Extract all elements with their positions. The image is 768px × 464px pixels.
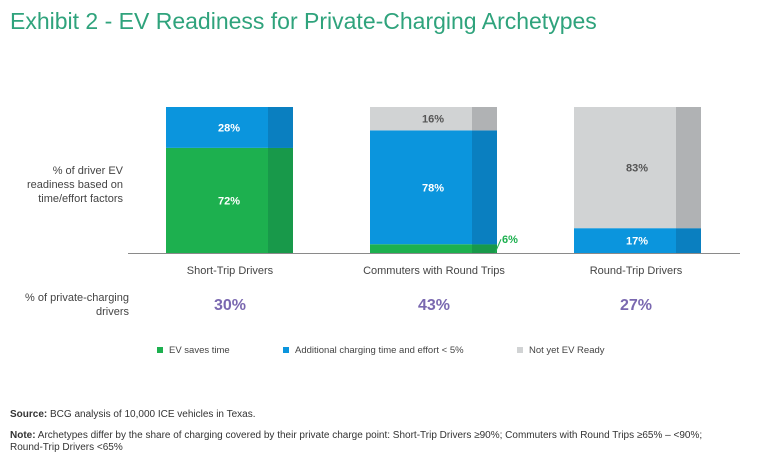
bar-segment-shade (268, 107, 293, 148)
legend-item-ev-saves-time: EV saves time (157, 345, 230, 356)
data-label-leader-line (494, 239, 502, 254)
private-charging-label: % of private-charging drivers (25, 292, 129, 318)
footnote: Note: Archetypes differ by the share of … (10, 430, 710, 454)
bar-segment-commuters-ev-saves-time (370, 244, 497, 253)
legend-label: Additional charging time and effort < 5% (295, 345, 464, 356)
legend-label: Not yet EV Ready (529, 345, 605, 356)
data-label-commuters-not-ev-ready: 16% (422, 114, 444, 126)
data-label-short-trip-ev-saves-time: 72% (218, 195, 240, 207)
bar-segment-shade (268, 147, 293, 253)
legend-swatch-gray (517, 347, 523, 353)
data-label-round-trip-not-ev-ready: 83% (626, 163, 648, 175)
category-label-commuters: Commuters with Round Trips (363, 265, 505, 277)
legend-label: EV saves time (169, 345, 230, 356)
bar-segment-shade (472, 244, 497, 253)
private-charging-value-round-trip: 27% (619, 297, 653, 314)
bar-segment-commuters-not-ev-ready (370, 107, 497, 131)
data-label-commuters-additional-charging: 78% (422, 182, 444, 194)
y-axis-label: % of driver EV readiness based on time/e… (26, 165, 123, 205)
legend-item-not-ev-ready: Not yet EV Ready (517, 345, 605, 356)
source-note: Source: BCG analysis of 10,000 ICE vehic… (10, 409, 256, 421)
note-label: Note: (10, 430, 36, 441)
legend-item-additional-charging: Additional charging time and effort < 5% (283, 345, 464, 356)
bar-segment-shade (676, 107, 701, 229)
source-label: Source: (10, 409, 48, 420)
bar-segment-shade (676, 228, 701, 253)
bar-segment-shade (472, 107, 497, 131)
source-text: BCG analysis of 10,000 ICE vehicles in T… (50, 409, 256, 420)
note-text: Archetypes differ by the share of chargi… (10, 430, 703, 453)
data-label-commuters-ev-saves-time: 6% (502, 234, 518, 246)
stacked-bar-chart: 72% 28% 6% 78% 16% 17% 83% (128, 107, 740, 254)
legend-swatch-blue (283, 347, 289, 353)
category-label-short-trip: Short-Trip Drivers (186, 265, 274, 277)
private-charging-value-short-trip: 30% (213, 297, 247, 314)
chart-title: Exhibit 2 - EV Readiness for Private-Cha… (10, 8, 597, 34)
category-label-round-trip: Round-Trip Drivers (589, 265, 683, 277)
data-label-round-trip-additional-charging: 17% (626, 236, 648, 248)
private-charging-value-commuters: 43% (417, 297, 451, 314)
legend-swatch-green (157, 347, 163, 353)
data-label-short-trip-additional-charging: 28% (218, 122, 240, 134)
bar-segment-shade (472, 130, 497, 245)
